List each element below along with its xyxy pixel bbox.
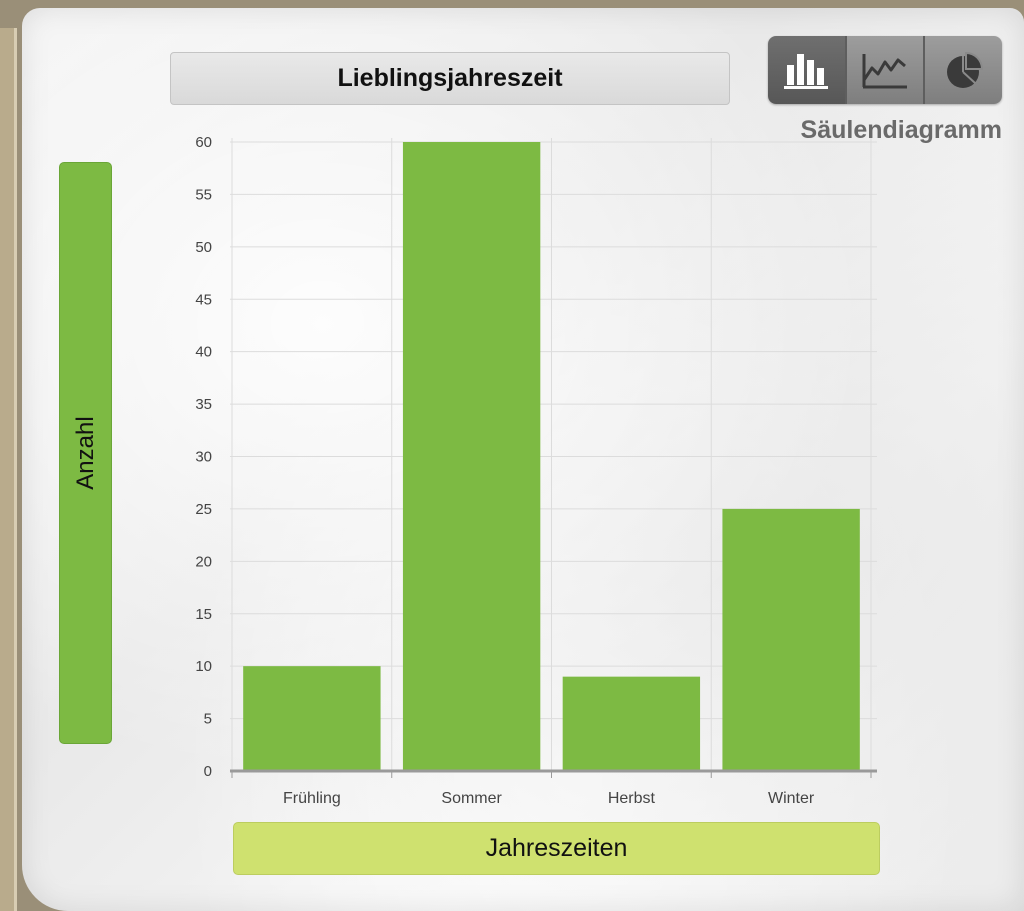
bar — [722, 508, 860, 771]
pie-chart-button[interactable] — [925, 36, 1002, 104]
bar — [402, 142, 541, 771]
x-tick-label: Herbst — [608, 790, 656, 807]
chart-type-label: Säulendiagramm — [800, 116, 1002, 144]
pie-chart-icon — [946, 51, 983, 88]
y-tick-label: 40 — [195, 344, 212, 361]
y-tick-label: 55 — [195, 186, 212, 203]
line-chart-icon — [862, 54, 907, 89]
y-tick-label: 45 — [195, 291, 212, 308]
line-chart-button[interactable] — [846, 36, 926, 104]
x-tick-label: Frühling — [283, 790, 341, 807]
x-axis-label: Jahreszeiten — [485, 834, 628, 862]
y-tick-label: 60 — [195, 134, 212, 151]
y-tick-label: 5 — [204, 711, 212, 728]
y-tick-label: 30 — [195, 449, 212, 466]
bar — [243, 666, 381, 771]
bar — [562, 676, 701, 771]
x-tick-label: Sommer — [441, 790, 502, 807]
y-tick-label: 10 — [195, 658, 212, 675]
y-tick-label: 20 — [195, 553, 212, 570]
x-tick-label: Winter — [768, 790, 815, 807]
y-tick-label: 50 — [195, 239, 212, 256]
x-axis-label-bar: Jahreszeiten — [233, 822, 880, 875]
chart-type-switch — [768, 36, 1002, 104]
left-edge — [0, 28, 17, 911]
y-axis-label-bar: Anzahl — [59, 162, 112, 744]
y-tick-label: 15 — [195, 606, 212, 623]
y-tick-label: 35 — [195, 396, 212, 413]
bar-chart-icon — [784, 54, 829, 89]
chart-title: Lieblingsjahreszeit — [170, 52, 730, 105]
y-tick-label: 25 — [195, 501, 212, 518]
chart-title-text: Lieblingsjahreszeit — [337, 64, 563, 92]
y-tick-label: 0 — [204, 763, 212, 780]
bar-chart-button[interactable] — [768, 36, 847, 104]
